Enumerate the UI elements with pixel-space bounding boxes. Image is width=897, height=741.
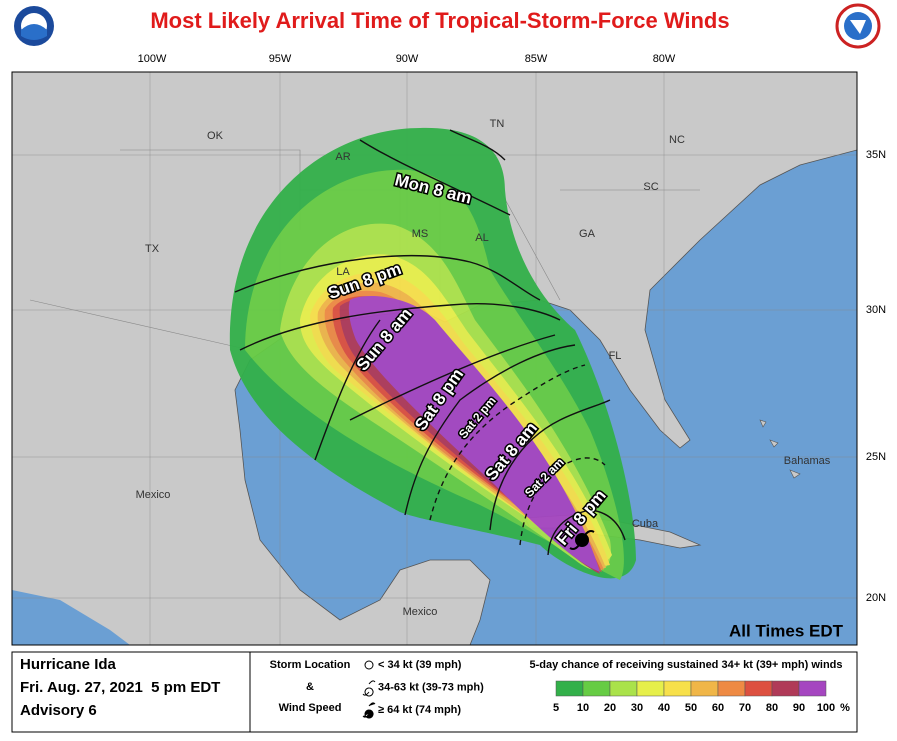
place-label: AL xyxy=(475,232,488,244)
probability-label: 80 xyxy=(766,702,778,714)
weak-symbol xyxy=(364,660,374,670)
probability-label: 10 xyxy=(577,702,589,714)
title: Most Likely Arrival Time of Tropical-Sto… xyxy=(150,8,729,33)
probability-label: 50 xyxy=(685,702,697,714)
storm-location-amp: & xyxy=(306,681,314,693)
probability-label: 40 xyxy=(658,702,670,714)
longitude-label: 85W xyxy=(525,53,548,65)
storm-location-subtitle: Wind Speed xyxy=(279,702,342,714)
probability-label: 20 xyxy=(604,702,616,714)
place-label: FL xyxy=(609,350,622,362)
probability-label: 60 xyxy=(712,702,724,714)
probability-bin xyxy=(636,680,665,697)
map-frame xyxy=(11,71,858,646)
probability-label: 30 xyxy=(631,702,643,714)
probability-unit: % xyxy=(840,702,850,714)
place-label: Bahamas xyxy=(784,455,831,467)
latitude-label: 30N xyxy=(866,304,886,316)
probability-bin xyxy=(555,680,584,697)
place-label: Cuba xyxy=(632,518,659,530)
place-label: Mexico xyxy=(136,489,171,501)
storm-location-item: < 34 kt (39 mph) xyxy=(378,659,462,671)
longitude-label: 100W xyxy=(138,53,167,65)
storm-issued: Fri. Aug. 27, 2021 5 pm EDT xyxy=(20,679,220,696)
nws-logo xyxy=(835,3,881,49)
place-label: LA xyxy=(336,266,350,278)
longitude-label: 95W xyxy=(269,53,292,65)
probability-title: 5-day chance of receiving sustained 34+ … xyxy=(530,659,843,671)
probability-bin xyxy=(798,680,827,697)
probability-bin xyxy=(582,680,611,697)
probability-bin xyxy=(609,680,638,697)
place-label: AR xyxy=(335,151,350,163)
latitude-label: 25N xyxy=(866,451,886,463)
hurricane-symbol xyxy=(362,702,376,719)
latitude-label: 20N xyxy=(866,592,886,604)
note: All Times EDT xyxy=(729,621,844,640)
map: OK AR TN NC SC MS AL GA TX LA FL Bahamas Cuba Mexico M… xyxy=(12,72,857,645)
probability-bin xyxy=(717,680,746,697)
place-label: MS xyxy=(412,228,429,240)
storm-location-item: ≥ 64 kt (74 mph) xyxy=(378,704,461,716)
place-label: Mexico xyxy=(403,606,438,618)
storm-location-title: Storm Location xyxy=(270,659,351,671)
probability-bin xyxy=(690,680,719,697)
probability-label: 70 xyxy=(739,702,751,714)
place-label: OK xyxy=(207,130,224,142)
footer: Hurricane Ida Fri. Aug. 27, 2021 5 pm EDT… xyxy=(11,651,858,733)
ts-symbol xyxy=(362,680,376,697)
storm-location-item: 34-63 kt (39-73 mph) xyxy=(378,681,484,693)
probability-label: 100 xyxy=(817,702,835,714)
place-label: TX xyxy=(145,243,160,255)
place-label: NC xyxy=(669,134,685,146)
latitude-label: 35N xyxy=(866,149,886,161)
probability-bin xyxy=(771,680,800,697)
place-label: TN xyxy=(490,118,505,130)
probability-label: 90 xyxy=(793,702,805,714)
arrival-lines xyxy=(234,129,626,556)
longitude-label: 90W xyxy=(396,53,419,65)
probability-bin xyxy=(744,680,773,697)
probability-swath xyxy=(229,127,636,581)
storm-advisory: Advisory 6 xyxy=(20,702,97,719)
longitude-label: 80W xyxy=(653,53,676,65)
storm-name: Hurricane Ida xyxy=(20,656,117,673)
place-label: GA xyxy=(579,228,596,240)
storm-center xyxy=(569,530,595,550)
noaa-logo xyxy=(14,6,54,46)
probability-bin xyxy=(663,680,692,697)
place-label: SC xyxy=(643,181,658,193)
probability-label: 5 xyxy=(553,702,559,714)
